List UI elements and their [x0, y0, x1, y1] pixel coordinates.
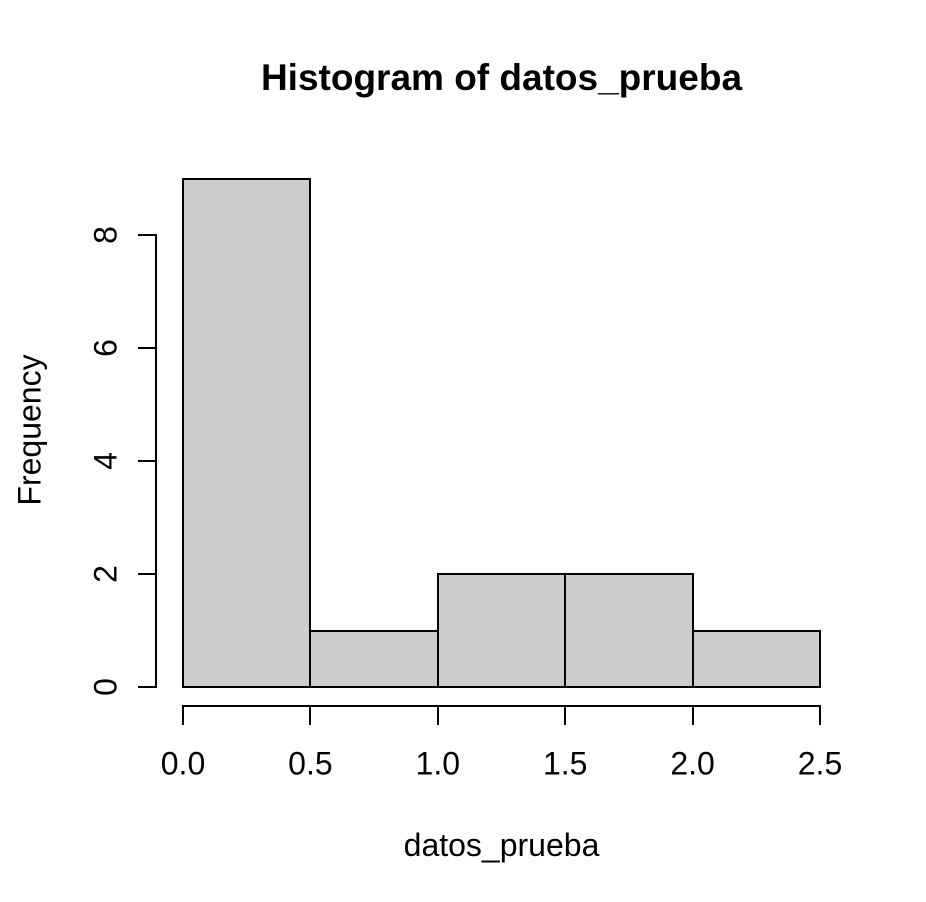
y-axis-line — [155, 234, 157, 688]
x-tick-label: 2.0 — [670, 745, 715, 782]
y-axis-tick — [138, 686, 155, 688]
x-axis-tick — [819, 707, 821, 725]
y-tick-label: 6 — [87, 339, 124, 357]
x-axis-tick — [691, 707, 694, 725]
histogram-bar — [182, 177, 312, 688]
y-axis-tick — [138, 347, 155, 349]
chart-title: Histogram of datos_prueba — [260, 57, 743, 98]
y-tick-label: 2 — [87, 565, 124, 583]
x-axis-tick — [436, 707, 439, 725]
y-tick-label: 0 — [87, 678, 124, 696]
histogram-bar — [691, 629, 821, 688]
y-axis-tick — [138, 460, 155, 462]
histogram-bar — [436, 573, 567, 688]
x-tick-label: 0.5 — [288, 745, 333, 782]
x-tick-label: 2.5 — [797, 745, 843, 782]
histogram-bar — [564, 573, 694, 688]
x-axis-tick — [564, 707, 567, 725]
x-tick-label: 0.0 — [160, 745, 206, 782]
x-tick-label: 1.5 — [542, 745, 588, 782]
y-tick-label: 4 — [87, 452, 124, 470]
x-axis-tick — [309, 707, 312, 725]
x-axis-line — [182, 705, 821, 707]
histogram-bar — [309, 629, 439, 688]
y-axis-tick — [138, 573, 155, 575]
y-tick-label: 8 — [87, 226, 124, 244]
x-axis-tick — [182, 707, 184, 725]
x-axis-title: datos_prueba — [403, 827, 600, 863]
x-tick-label: 1.0 — [415, 745, 461, 782]
y-axis-tick — [138, 234, 155, 236]
